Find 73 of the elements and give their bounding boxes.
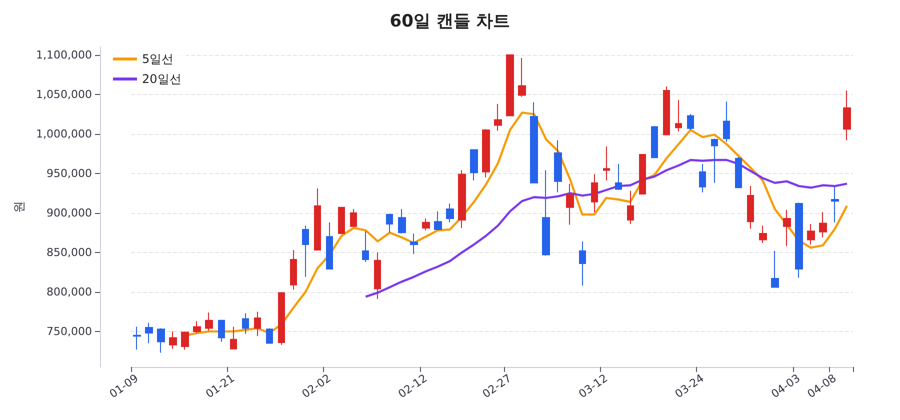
candlestick xyxy=(627,190,634,224)
candlestick xyxy=(410,232,418,255)
candlestick xyxy=(675,99,682,132)
candlestick xyxy=(494,103,502,132)
candlestick xyxy=(458,170,466,228)
line-series xyxy=(364,158,848,298)
candlestick xyxy=(242,312,249,334)
candlestick xyxy=(169,330,177,350)
candlestick xyxy=(831,186,839,223)
candlestick xyxy=(530,102,538,184)
candlestick xyxy=(566,183,574,226)
candlestick xyxy=(783,209,791,247)
candlestick xyxy=(386,213,393,234)
candlestick xyxy=(302,225,309,278)
candlestick xyxy=(133,326,141,350)
candlestick xyxy=(290,250,297,290)
candlestick xyxy=(338,206,345,234)
y-tick-label: 1,050,000 xyxy=(36,88,92,101)
candlestick xyxy=(554,140,562,193)
candlestick xyxy=(193,320,201,334)
candlestick xyxy=(843,90,851,141)
candlestick xyxy=(230,326,237,350)
legend-label: 20일선 xyxy=(142,72,182,86)
candlestick xyxy=(278,291,285,346)
candlestick xyxy=(506,54,514,116)
candlestick xyxy=(615,163,622,191)
y-tick-label: 900,000 xyxy=(46,206,92,220)
candlestick xyxy=(663,86,670,136)
candlestick xyxy=(591,174,598,213)
candlestick xyxy=(470,149,478,182)
candlestick xyxy=(398,208,406,234)
legend-label: 5일선 xyxy=(142,52,174,66)
candlestick xyxy=(819,212,827,238)
candlestick xyxy=(350,208,357,227)
candlestick xyxy=(735,156,742,188)
candlestick xyxy=(157,328,165,354)
candlestick xyxy=(771,250,779,288)
candlestick xyxy=(759,225,767,244)
y-tick-label: 1,000,000 xyxy=(36,127,92,140)
chart-title: 60일 캔들 차트 xyxy=(390,12,510,32)
candlestick xyxy=(422,218,430,231)
candlestick xyxy=(723,101,730,142)
y-tick-label: 750,000 xyxy=(46,324,92,338)
candlestick xyxy=(218,320,225,342)
candlestick xyxy=(687,114,694,130)
candlestick xyxy=(362,230,369,262)
candlestick xyxy=(579,240,586,286)
candlestick xyxy=(795,202,803,278)
candlestick xyxy=(639,154,646,194)
y-tick-label: 950,000 xyxy=(46,166,92,180)
candlestick xyxy=(482,128,490,178)
candlestick xyxy=(446,202,454,223)
candlestick xyxy=(326,222,333,270)
candlestick xyxy=(145,322,153,344)
y-tick-label: 850,000 xyxy=(46,246,92,259)
candlestick xyxy=(181,330,189,350)
candlestick xyxy=(807,223,815,246)
candlestick xyxy=(434,210,442,230)
y-tick-label: 1,100,000 xyxy=(36,48,92,62)
candlestick xyxy=(266,328,273,344)
candlestick xyxy=(747,186,754,230)
candlestick xyxy=(651,126,658,158)
candlestick xyxy=(699,163,706,193)
candlestick xyxy=(205,312,213,332)
candlestick xyxy=(314,188,321,251)
candlestick xyxy=(711,138,718,184)
candlestick xyxy=(603,146,610,182)
candlestick xyxy=(254,311,261,337)
candlestick xyxy=(518,58,526,98)
y-axis-title: 원 xyxy=(12,201,26,213)
candlestick xyxy=(374,252,381,300)
candlestick xyxy=(542,170,550,256)
y-tick-label: 800,000 xyxy=(46,285,92,298)
